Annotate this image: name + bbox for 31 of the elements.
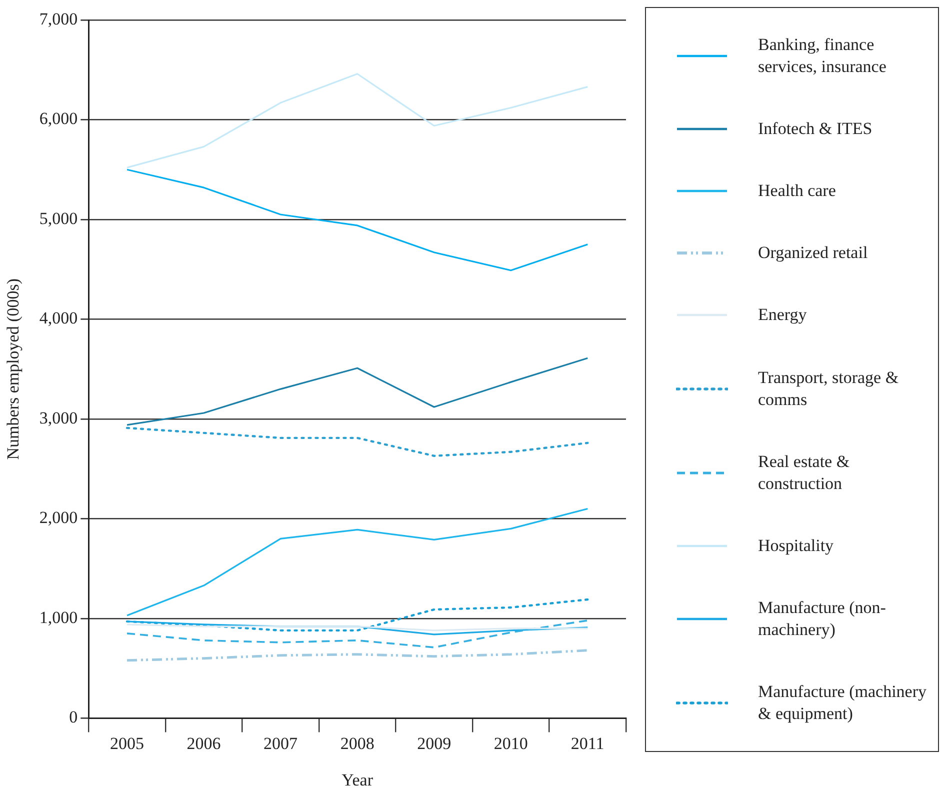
y-tick-label: 7,000 [39,9,78,28]
x-tick-label: 2007 [264,734,298,753]
legend-label: Organized retail [758,242,869,264]
x-tick-label: 2010 [494,734,528,753]
x-tick-label: 2009 [417,734,452,753]
legend-label: Manufacture (machinery & equipment) [758,680,928,725]
x-tick-label: 2006 [186,734,221,753]
y-tick-label: 4,000 [39,308,78,328]
y-tick-label: 2,000 [39,508,78,528]
x-axis-title: Year [342,770,374,790]
y-tick-label: 1,000 [39,608,78,627]
legend-label: Infotech & ITES [758,118,874,140]
x-tick-label: 2008 [340,734,374,753]
legend-label: Hospitality [758,534,835,557]
y-tick-label: 6,000 [39,109,78,128]
legend-label: Energy [758,304,808,326]
x-tick-label: 2005 [110,734,144,753]
legend-label: Manufacture (non-machinery) [758,596,887,641]
y-tick-label: 0 [69,708,78,727]
x-tick-label: 2011 [570,734,604,753]
legend-label: Banking, finance services, insurance [758,34,888,78]
legend-label: Real estate & construction [758,450,851,495]
legend-label: Health care [758,180,837,202]
line-series [126,426,589,457]
line-series [126,620,589,648]
y-axis-title: Numbers employed (000s) [4,278,23,460]
y-tick-label: 5,000 [39,208,78,228]
y-tick-label: 3,000 [39,408,78,428]
legend-label: Transport, storage & comms [758,366,900,411]
line-series [126,649,589,662]
line-series [126,598,589,632]
